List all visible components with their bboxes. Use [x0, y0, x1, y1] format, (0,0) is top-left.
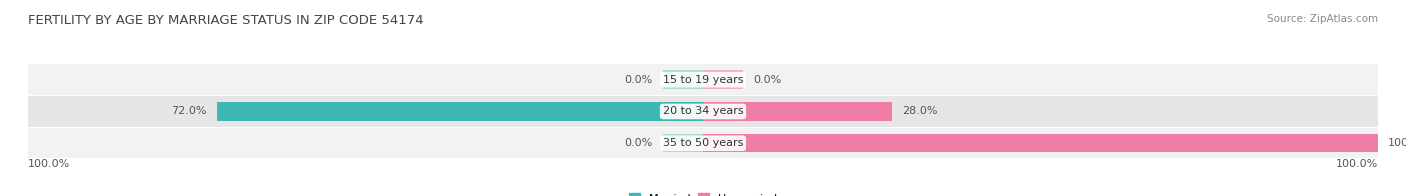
Text: Source: ZipAtlas.com: Source: ZipAtlas.com	[1267, 14, 1378, 24]
Text: 100.0%: 100.0%	[28, 159, 70, 169]
Bar	[662, 70, 703, 89]
Text: 0.0%: 0.0%	[754, 75, 782, 85]
Text: 15 to 19 years: 15 to 19 years	[662, 75, 744, 85]
Text: 20 to 34 years: 20 to 34 years	[662, 106, 744, 116]
Bar	[703, 134, 1378, 152]
Text: 0.0%: 0.0%	[624, 138, 652, 148]
Bar	[28, 128, 1378, 159]
Text: FERTILITY BY AGE BY MARRIAGE STATUS IN ZIP CODE 54174: FERTILITY BY AGE BY MARRIAGE STATUS IN Z…	[28, 14, 423, 27]
Bar	[703, 134, 744, 152]
Bar	[703, 70, 744, 89]
Bar	[28, 64, 1378, 95]
Legend: Married, Unmarried: Married, Unmarried	[624, 189, 782, 196]
Bar	[703, 102, 891, 121]
Text: 0.0%: 0.0%	[624, 75, 652, 85]
Bar	[703, 102, 744, 121]
Text: 100.0%: 100.0%	[1336, 159, 1378, 169]
Bar	[217, 102, 703, 121]
Text: 28.0%: 28.0%	[903, 106, 938, 116]
Text: 72.0%: 72.0%	[172, 106, 207, 116]
Text: 35 to 50 years: 35 to 50 years	[662, 138, 744, 148]
Bar	[662, 134, 703, 152]
Bar	[28, 96, 1378, 127]
Text: 100.0%: 100.0%	[1388, 138, 1406, 148]
Bar	[662, 102, 703, 121]
